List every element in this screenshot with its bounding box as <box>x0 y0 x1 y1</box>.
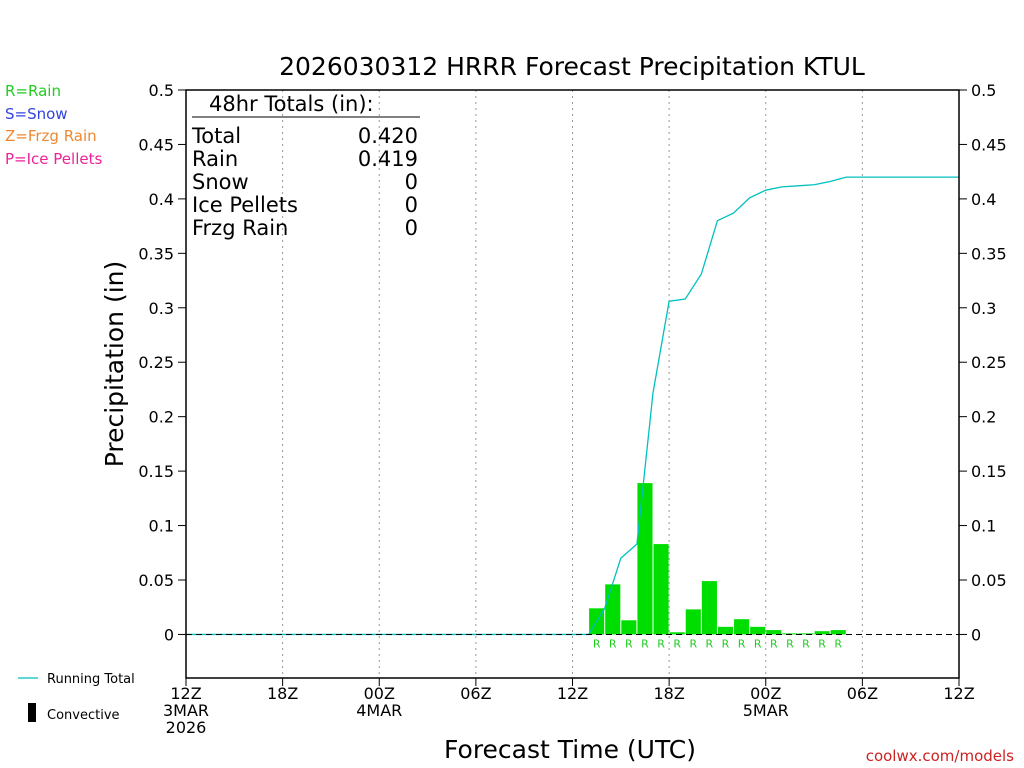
ptype-label: R <box>722 637 730 650</box>
y-tick-label-left: 0.45 <box>138 135 174 154</box>
line-legend: Running Total Convective <box>18 672 135 723</box>
x-tick-label: 12Z <box>943 684 974 703</box>
x-tick-label: 5MAR <box>743 701 789 720</box>
x-tick-label: 18Z <box>267 684 298 703</box>
ptype-label: R <box>641 637 649 650</box>
ptype-label: R <box>657 637 665 650</box>
totals-value: 0.420 <box>358 124 418 148</box>
y-tick-label-left: 0.5 <box>149 81 174 100</box>
y-tick-label-right: 0.35 <box>971 244 1007 263</box>
totals-label: Ice Pellets <box>192 193 298 217</box>
precip-bar <box>637 483 653 635</box>
precip-bar <box>717 626 734 635</box>
precip-bar <box>798 633 814 635</box>
x-tick-label: 2026 <box>166 718 207 737</box>
y-tick-label-right: 0.5 <box>971 81 996 100</box>
x-tick-label: 06Z <box>460 684 491 703</box>
ptype-label: R <box>818 637 826 650</box>
y-tick-label-right: 0.45 <box>971 135 1007 154</box>
y-tick-label-left: 0.4 <box>149 190 174 209</box>
ptype-label: R <box>593 637 601 650</box>
x-tick-label: 06Z <box>847 684 878 703</box>
y-tick-label-left: 0.05 <box>138 571 174 590</box>
x-tick-label: 12Z <box>170 684 201 703</box>
precip-bar <box>621 620 637 635</box>
ptype-label: R <box>738 637 746 650</box>
hourly-precip-bars <box>589 483 846 635</box>
running-total-label: Running Total <box>47 672 135 687</box>
x-tick-label: 18Z <box>653 684 684 703</box>
y-tick-label-right: 0.3 <box>971 299 996 318</box>
precip-bar <box>734 619 750 635</box>
y-tick-label-left: 0.1 <box>149 517 174 536</box>
legend-snow: S=Snow <box>5 105 68 123</box>
totals-label: Snow <box>192 170 249 194</box>
ptype-label: R <box>770 637 778 650</box>
precip-bar <box>669 632 685 635</box>
y-tick-label-right: 0.05 <box>971 571 1007 590</box>
precip-bar <box>605 584 621 635</box>
totals-label: Frzg Rain <box>192 216 288 240</box>
running-total-line <box>186 176 959 636</box>
totals-value: 0 <box>405 170 418 194</box>
y-tick-label-right: 0.4 <box>971 190 996 209</box>
totals-heading: 48hr Totals (in): <box>209 92 374 116</box>
x-tick-label: 00Z <box>364 684 395 703</box>
x-axis-title: Forecast Time (UTC) <box>444 735 696 764</box>
y-tick-label-right: 0.2 <box>971 408 996 427</box>
ptype-legend: R=Rain S=Snow Z=Frzg Rain P=Ice Pellets <box>5 82 102 168</box>
x-tick-label: 12Z <box>557 684 588 703</box>
y-axis: 0 00.05 0.050.1 0.10.15 0.150.2 0.20.25 0.250.… <box>138 81 1006 644</box>
chart-title: 2026030312 HRRR Forecast Precipitation K… <box>279 52 865 81</box>
x-tick-label: 00Z <box>750 684 781 703</box>
ptype-label: R <box>625 637 633 650</box>
y-tick-label-right: 0.1 <box>971 517 996 536</box>
y-tick-label-left: 0.15 <box>138 462 174 481</box>
precip-bar <box>814 631 830 635</box>
totals-label: Total <box>191 124 241 148</box>
ptype-label: R <box>786 637 794 650</box>
totals-label: Rain <box>192 147 238 171</box>
ptype-label: R <box>689 637 697 650</box>
ptype-label: R <box>706 637 714 650</box>
precip-bar <box>782 633 798 635</box>
y-tick-label-right: 0 <box>971 625 981 644</box>
precip-bar <box>750 626 766 635</box>
y-axis-title: Precipitation (in) <box>100 261 129 468</box>
ptype-label: R <box>673 637 681 650</box>
ptype-label: R <box>609 637 617 650</box>
totals-value: 0.419 <box>358 147 418 171</box>
y-tick-label-right: 0.15 <box>971 462 1007 481</box>
x-tick-label: 3MAR <box>163 701 209 720</box>
y-tick-label-left: 0.3 <box>149 299 174 318</box>
credit-link[interactable]: coolwx.com/models <box>866 747 1014 765</box>
ptype-label: R <box>834 637 842 650</box>
legend-rain: R=Rain <box>5 82 61 100</box>
precip-bar <box>830 630 846 635</box>
x-tick-label: 4MAR <box>356 701 402 720</box>
legend-ice-pellets: P=Ice Pellets <box>5 150 102 168</box>
precip-bar <box>653 544 669 635</box>
precip-bar <box>685 609 701 635</box>
legend-frzg-rain: Z=Frzg Rain <box>5 127 97 145</box>
y-tick-label-left: 0.2 <box>149 408 174 427</box>
convective-label: Convective <box>47 708 120 723</box>
convective-swatch <box>28 703 36 722</box>
precip-bar <box>701 581 717 635</box>
y-tick-label-right: 0.25 <box>971 353 1007 372</box>
precip-bar <box>766 630 782 635</box>
totals-value: 0 <box>405 193 418 217</box>
gridlines <box>282 90 863 678</box>
totals-box: 48hr Totals (in): Total 0.420 Rain 0.419… <box>191 92 420 240</box>
ptype-label: R <box>754 637 762 650</box>
ptype-label: R <box>802 637 810 650</box>
totals-value: 0 <box>405 216 418 240</box>
y-tick-label-left: 0.25 <box>138 353 174 372</box>
y-tick-label-left: 0.35 <box>138 244 174 263</box>
y-tick-label-left: 0 <box>164 625 174 644</box>
